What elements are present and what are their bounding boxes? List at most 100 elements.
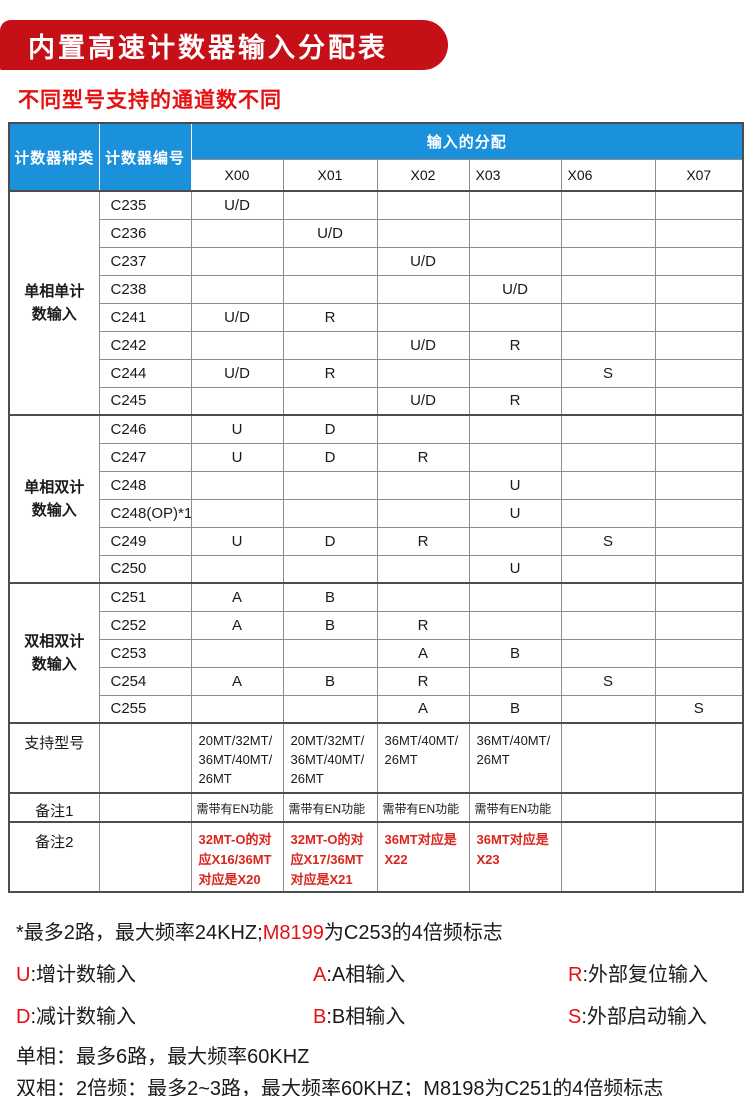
table-cell: [654, 666, 744, 696]
legend-text-u: :增计数输入: [30, 964, 137, 986]
table-cell: [376, 582, 470, 612]
table-cell: [654, 526, 744, 556]
table-cell: [190, 386, 284, 416]
table-cell: S: [560, 666, 656, 696]
table-cell: [560, 722, 656, 794]
table-cell: A: [376, 694, 470, 724]
legend-key-b: B: [313, 1006, 327, 1028]
table-cell: [654, 722, 744, 794]
table-cell: [282, 190, 378, 220]
table-row: C252 A B R: [9, 610, 744, 640]
table-cell: [190, 554, 284, 584]
table-cell: B: [468, 638, 562, 668]
table-cell: 36MT对应是X22: [376, 821, 470, 893]
table-cell: B: [282, 666, 378, 696]
group-label: 单相双计 数输入: [8, 414, 100, 584]
table-cell: [654, 218, 744, 248]
table-cell: [282, 246, 378, 276]
table-cell: [560, 554, 656, 584]
table-cell: [376, 302, 470, 332]
table-cell: R: [376, 526, 470, 556]
counter-id: C247: [98, 442, 192, 472]
table-cell: A: [190, 610, 284, 640]
legend-text-r: :外部复位输入: [582, 964, 709, 986]
table-cell: [654, 246, 744, 276]
table-cell: A: [190, 582, 284, 612]
table-row: 双相双计 数输入 C251 A B: [8, 582, 744, 724]
table-cell: [376, 190, 470, 220]
table-cell: B: [468, 694, 562, 724]
col-header-input-allocation: 输入的分配: [190, 122, 744, 160]
table-cell: [468, 442, 562, 472]
legend-key-a: A: [313, 964, 327, 986]
empty-cell: [98, 821, 192, 893]
table-cell: [560, 694, 656, 724]
table-row: C241 U/D R: [9, 302, 744, 332]
col-header-x02: X02: [376, 158, 470, 192]
table-cell: [560, 442, 656, 472]
table-cell: B: [282, 610, 378, 640]
legend-item-a: A:A相输入: [313, 958, 568, 987]
table-cell: U/D: [376, 246, 470, 276]
counter-id: C246: [98, 414, 192, 444]
col-header-x01: X01: [282, 158, 378, 192]
table-cell: R: [468, 386, 562, 416]
table-cell: [560, 470, 656, 500]
table-cell: [654, 610, 744, 640]
table-row: C238 U/D: [9, 274, 744, 304]
table-cell: R: [468, 330, 562, 360]
table-cell: U: [468, 554, 562, 584]
table-cell: [560, 386, 656, 416]
table-cell: [468, 358, 562, 388]
counter-id: C253: [98, 638, 192, 668]
legend-item-r: R:外部复位输入: [568, 958, 736, 987]
table-row: C253 A B: [9, 638, 744, 668]
table-cell: [468, 610, 562, 640]
col-header-x07: X07: [654, 158, 744, 192]
table-cell: [468, 666, 562, 696]
empty-cell: [98, 792, 192, 823]
table-cell: [376, 274, 470, 304]
table-cell: R: [376, 610, 470, 640]
table-cell: D: [282, 414, 378, 444]
table-row: C244 U/D R S: [9, 358, 744, 388]
table-cell: [560, 274, 656, 304]
signal-legend: U:增计数输入 A:A相输入 R:外部复位输入 D:减计数输入 B:B相输入 S…: [16, 958, 736, 1029]
table-cell: U/D: [190, 302, 284, 332]
counter-id: C248(OP)*1: [98, 498, 192, 528]
empty-cell: [98, 722, 192, 794]
table-cell: [190, 498, 284, 528]
table-cell: [282, 694, 378, 724]
table-cell: U: [190, 526, 284, 556]
table-cell: S: [560, 358, 656, 388]
table-cell: U: [468, 470, 562, 500]
table-cell: [654, 582, 744, 612]
footnote-m8199: M8199: [262, 922, 324, 944]
table-row: C250 U: [9, 554, 744, 584]
table-cell: R: [376, 442, 470, 472]
counter-id: C245: [98, 386, 192, 416]
page-title: 内置高速计数器输入分配表: [28, 32, 388, 63]
table-cell: [654, 821, 744, 893]
table-cell: [468, 526, 562, 556]
legend-key-s: S: [568, 1006, 582, 1028]
counter-id: C238: [98, 274, 192, 304]
footnote-text-1: *最多2路，最大频率24KHZ;: [16, 922, 263, 944]
table-cell: [376, 470, 470, 500]
table-cell: 需带有EN功能: [468, 792, 562, 823]
table-cell: [654, 554, 744, 584]
table-cell: [654, 358, 744, 388]
table-row: C236 U/D: [9, 218, 744, 248]
legend-item-d: D:减计数输入: [16, 1000, 313, 1029]
table-cell: [560, 821, 656, 893]
table-cell: [282, 638, 378, 668]
table-row: C237 U/D: [9, 246, 744, 276]
legend-text-d: :减计数输入: [30, 1006, 137, 1028]
table-cell: [654, 190, 744, 220]
table-cell: [376, 498, 470, 528]
table-cell: U/D: [468, 274, 562, 304]
table-cell: [282, 386, 378, 416]
table-cell: [190, 638, 284, 668]
table-cell: [190, 694, 284, 724]
counter-id: C252: [98, 610, 192, 640]
